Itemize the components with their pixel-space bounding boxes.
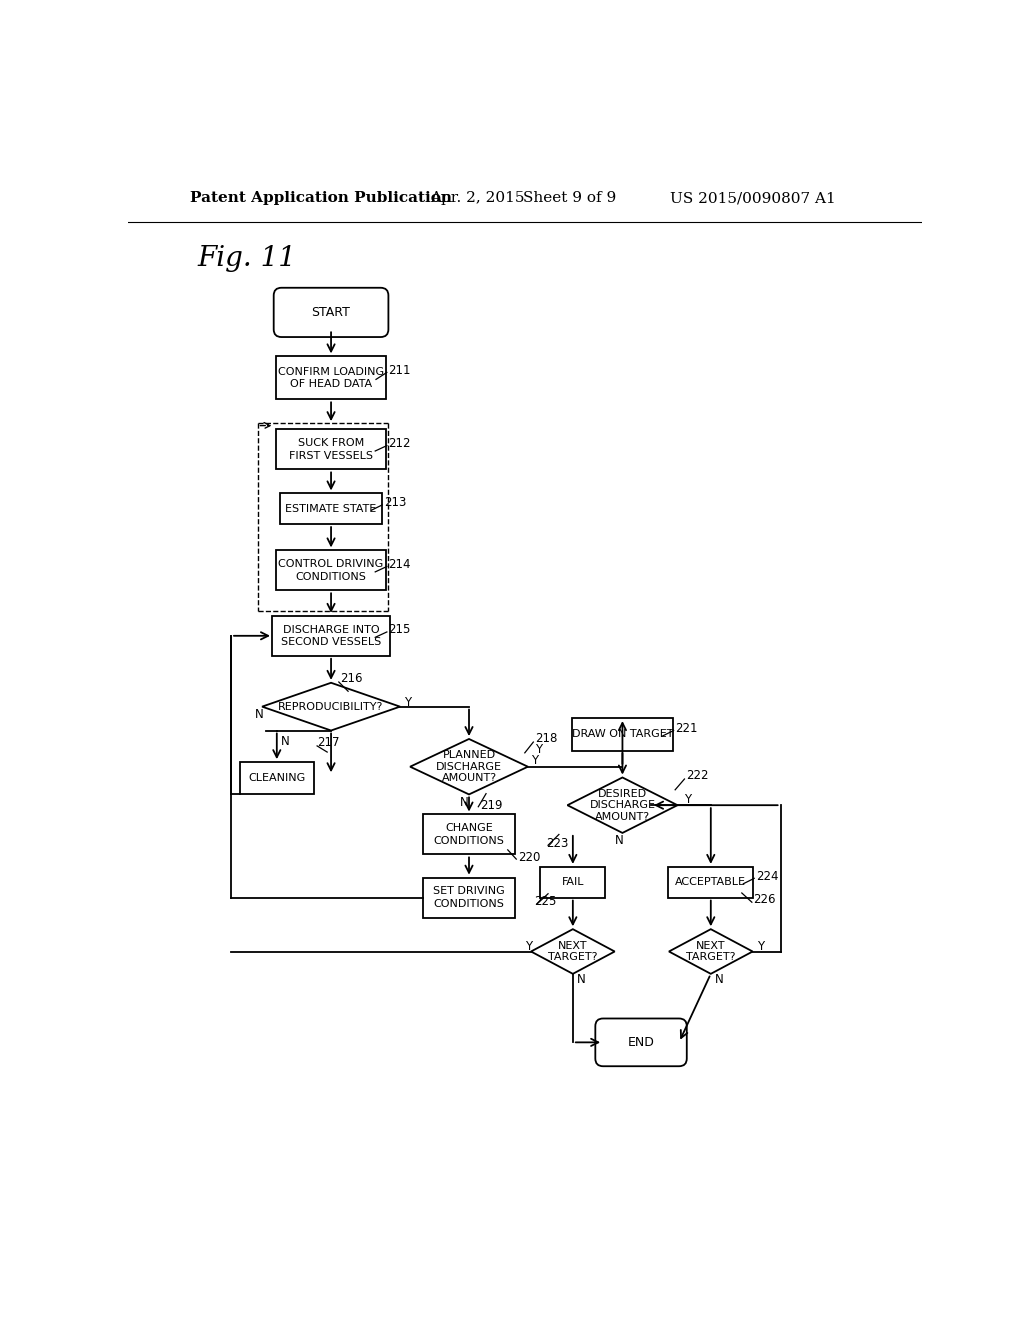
Text: Y: Y <box>684 792 691 805</box>
Text: 222: 222 <box>686 770 709 783</box>
Text: Y: Y <box>403 696 411 709</box>
FancyBboxPatch shape <box>423 878 515 917</box>
Text: ACCEPTABLE: ACCEPTABLE <box>675 878 746 887</box>
Text: 217: 217 <box>317 735 340 748</box>
Text: N: N <box>460 796 468 809</box>
FancyBboxPatch shape <box>276 550 386 590</box>
Text: DESIRED
DISCHARGE
AMOUNT?: DESIRED DISCHARGE AMOUNT? <box>590 788 655 822</box>
Text: START: START <box>311 306 350 319</box>
Text: CONTROL DRIVING
CONDITIONS: CONTROL DRIVING CONDITIONS <box>279 560 384 582</box>
Text: 215: 215 <box>388 623 411 636</box>
Text: Y: Y <box>531 754 539 767</box>
Text: ESTIMATE STATE: ESTIMATE STATE <box>286 504 377 513</box>
FancyBboxPatch shape <box>240 762 314 795</box>
Polygon shape <box>531 929 614 974</box>
Text: US 2015/0090807 A1: US 2015/0090807 A1 <box>671 191 837 206</box>
Text: N: N <box>715 973 723 986</box>
Text: 216: 216 <box>340 672 362 685</box>
Polygon shape <box>669 929 753 974</box>
Text: REPRODUCIBILITY?: REPRODUCIBILITY? <box>279 702 384 711</box>
Text: SET DRIVING
CONDITIONS: SET DRIVING CONDITIONS <box>433 887 505 908</box>
Text: PLANNED
DISCHARGE
AMOUNT?: PLANNED DISCHARGE AMOUNT? <box>436 750 502 783</box>
Text: NEXT
TARGET?: NEXT TARGET? <box>548 941 598 962</box>
Text: 221: 221 <box>675 722 697 735</box>
Text: CONFIRM LOADING
OF HEAD DATA: CONFIRM LOADING OF HEAD DATA <box>278 367 384 389</box>
Text: CLEANING: CLEANING <box>248 774 305 783</box>
FancyBboxPatch shape <box>276 356 386 400</box>
Text: END: END <box>628 1036 654 1049</box>
Text: 219: 219 <box>480 799 503 812</box>
FancyBboxPatch shape <box>276 429 386 470</box>
Text: 224: 224 <box>756 870 778 883</box>
Polygon shape <box>410 739 528 795</box>
Text: DISCHARGE INTO
SECOND VESSELS: DISCHARGE INTO SECOND VESSELS <box>281 624 381 647</box>
FancyBboxPatch shape <box>595 1019 687 1067</box>
Text: 218: 218 <box>535 733 557 746</box>
Text: N: N <box>614 834 624 847</box>
Text: 214: 214 <box>388 557 411 570</box>
Text: 226: 226 <box>754 892 776 906</box>
Text: Patent Application Publication: Patent Application Publication <box>190 191 452 206</box>
FancyBboxPatch shape <box>669 867 754 898</box>
Text: Y: Y <box>535 743 542 756</box>
Text: 211: 211 <box>388 363 411 376</box>
FancyBboxPatch shape <box>272 615 390 656</box>
Text: Y: Y <box>758 940 765 953</box>
Text: Y: Y <box>524 940 531 953</box>
Text: CHANGE
CONDITIONS: CHANGE CONDITIONS <box>433 824 505 846</box>
Text: SUCK FROM
FIRST VESSELS: SUCK FROM FIRST VESSELS <box>289 438 373 461</box>
Text: 223: 223 <box>546 837 568 850</box>
Text: N: N <box>577 973 586 986</box>
Polygon shape <box>567 777 678 833</box>
FancyBboxPatch shape <box>273 288 388 337</box>
Text: N: N <box>281 735 290 748</box>
Text: DRAW ON TARGET: DRAW ON TARGET <box>571 730 673 739</box>
Text: Sheet 9 of 9: Sheet 9 of 9 <box>523 191 616 206</box>
Text: 225: 225 <box>535 895 556 908</box>
Text: 220: 220 <box>518 851 541 865</box>
FancyBboxPatch shape <box>280 494 382 524</box>
FancyBboxPatch shape <box>541 867 605 898</box>
Text: 213: 213 <box>384 496 407 510</box>
Text: FAIL: FAIL <box>561 878 584 887</box>
Text: Fig. 11: Fig. 11 <box>198 246 297 272</box>
FancyBboxPatch shape <box>423 814 515 854</box>
Text: NEXT
TARGET?: NEXT TARGET? <box>686 941 735 962</box>
Polygon shape <box>262 682 400 730</box>
Text: 212: 212 <box>388 437 411 450</box>
Text: N: N <box>255 708 264 721</box>
FancyBboxPatch shape <box>572 718 673 751</box>
Text: Apr. 2, 2015: Apr. 2, 2015 <box>430 191 524 206</box>
